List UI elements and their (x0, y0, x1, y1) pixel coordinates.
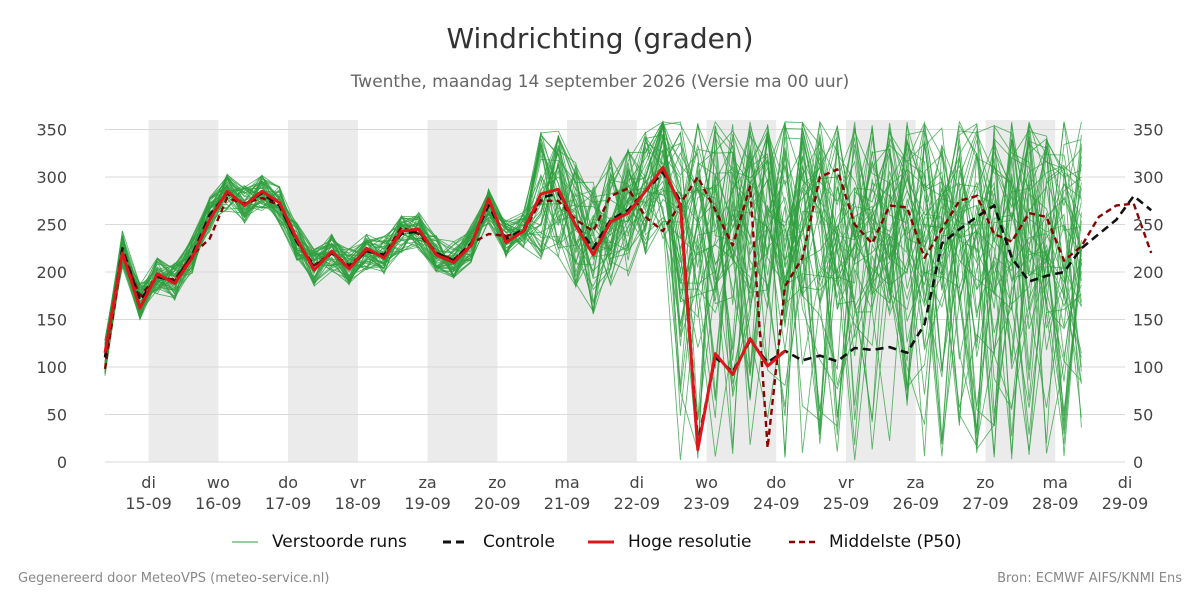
y-tick-label-left: 100 (36, 358, 67, 377)
ensemble-run-line (104, 123, 1082, 450)
x-tick-day: di (1118, 473, 1133, 492)
chart-title: Windrichting (graden) (446, 22, 754, 55)
x-tick-date: 27-09 (962, 494, 1009, 513)
y-tick-label-right: 100 (1133, 358, 1164, 377)
y-tick-label-left: 0 (57, 453, 67, 472)
legend-swatch-hires (588, 540, 614, 544)
x-tick-day: do (278, 473, 298, 492)
x-tick-date: 16-09 (195, 494, 242, 513)
y-tick-label-right: 250 (1133, 216, 1164, 235)
y-tick-label-right: 150 (1133, 311, 1164, 330)
legend: Verstoorde runs Controle Hoge resolutie … (0, 528, 1200, 556)
ensemble-run-line (104, 121, 1082, 445)
x-tick-date: 23-09 (683, 494, 730, 513)
main-series (103, 166, 1153, 452)
y-tick-label-right: 300 (1133, 168, 1164, 187)
x-tick-day: di (141, 473, 156, 492)
x-tick-day: wo (207, 473, 230, 492)
legend-swatch-control (443, 540, 469, 544)
legend-label-median: Middelste (P50) (829, 532, 962, 552)
ensemble-run-line (104, 121, 1082, 461)
x-tick-day: za (418, 473, 436, 492)
ensemble-run-line (104, 121, 1082, 360)
ensemble-run-line (104, 121, 1082, 422)
ensemble-run-line (104, 124, 1082, 414)
x-tick-day: zo (488, 473, 506, 492)
footer-generator: Gegenereerd door MeteoVPS (meteo-service… (18, 571, 330, 586)
x-tick-date: 17-09 (265, 494, 312, 513)
x-tick-date: 21-09 (544, 494, 591, 513)
ensemble-run-line (104, 121, 1082, 382)
y-tick-label-right: 350 (1133, 121, 1164, 140)
legend-item-control[interactable]: Controle (443, 528, 555, 556)
x-tick-date: 20-09 (474, 494, 521, 513)
night-band (288, 120, 358, 462)
y-tick-label-right: 50 (1133, 406, 1153, 425)
legend-item-ensemble[interactable]: Verstoorde runs (232, 528, 407, 556)
legend-item-median[interactable]: Middelste (P50) (789, 528, 962, 556)
x-tick-day: ma (554, 473, 579, 492)
x-tick-day: vr (838, 473, 854, 492)
y-tick-label-left: 250 (36, 216, 67, 235)
hires-series-line (103, 166, 786, 452)
y-tick-label-left: 300 (36, 168, 67, 187)
x-tick-day: za (907, 473, 925, 492)
y-tick-label-left: 50 (47, 406, 67, 425)
x-tick-day: zo (976, 473, 994, 492)
legend-label-ensemble: Verstoorde runs (272, 532, 407, 552)
x-tick-date: 28-09 (1032, 494, 1079, 513)
x-tick-date: 26-09 (893, 494, 940, 513)
x-tick-date: 19-09 (404, 494, 451, 513)
legend-label-control: Controle (483, 532, 555, 552)
night-band (427, 120, 498, 462)
axis-ticks: 0 0 50 50 100 100 150 150 200 200 250 250 300 300 350 3… (36, 121, 1163, 514)
wind-direction-chart: 0 0 50 50 100 100 150 150 200 200 250 250 300 300 350 3… (36, 120, 1164, 514)
y-tick-label-left: 150 (36, 311, 67, 330)
x-tick-day: vr (350, 473, 366, 492)
y-tick-label-left: 200 (36, 263, 67, 282)
x-tick-day: wo (695, 473, 718, 492)
x-tick-day: ma (1043, 473, 1068, 492)
chart-subtitle: Twenthe, maandag 14 september 2026 (Vers… (350, 72, 850, 92)
x-tick-date: 29-09 (1102, 494, 1149, 513)
legend-swatch-median (789, 540, 815, 544)
x-tick-day: di (629, 473, 644, 492)
x-tick-date: 22-09 (614, 494, 661, 513)
ensemble-run-line (104, 122, 1082, 370)
x-tick-date: 15-09 (125, 494, 172, 513)
x-tick-day: do (766, 473, 786, 492)
y-tick-label-right: 0 (1133, 453, 1143, 472)
ensemble-run-line (104, 121, 1082, 375)
ensemble-run-line (104, 124, 1082, 444)
y-tick-label-left: 350 (36, 121, 67, 140)
legend-label-hires: Hoge resolutie (628, 532, 752, 552)
legend-item-hires[interactable]: Hoge resolutie (588, 528, 752, 556)
legend-swatch-ensemble (232, 541, 258, 543)
footer-source: Bron: ECMWF AIFS/KNMI Ens (997, 571, 1182, 586)
y-tick-label-right: 200 (1133, 263, 1164, 282)
x-tick-date: 24-09 (753, 494, 800, 513)
ensemble-run-line (104, 120, 1082, 459)
ensemble-run-line (104, 121, 1082, 443)
x-tick-date: 25-09 (823, 494, 870, 513)
x-tick-date: 18-09 (335, 494, 382, 513)
